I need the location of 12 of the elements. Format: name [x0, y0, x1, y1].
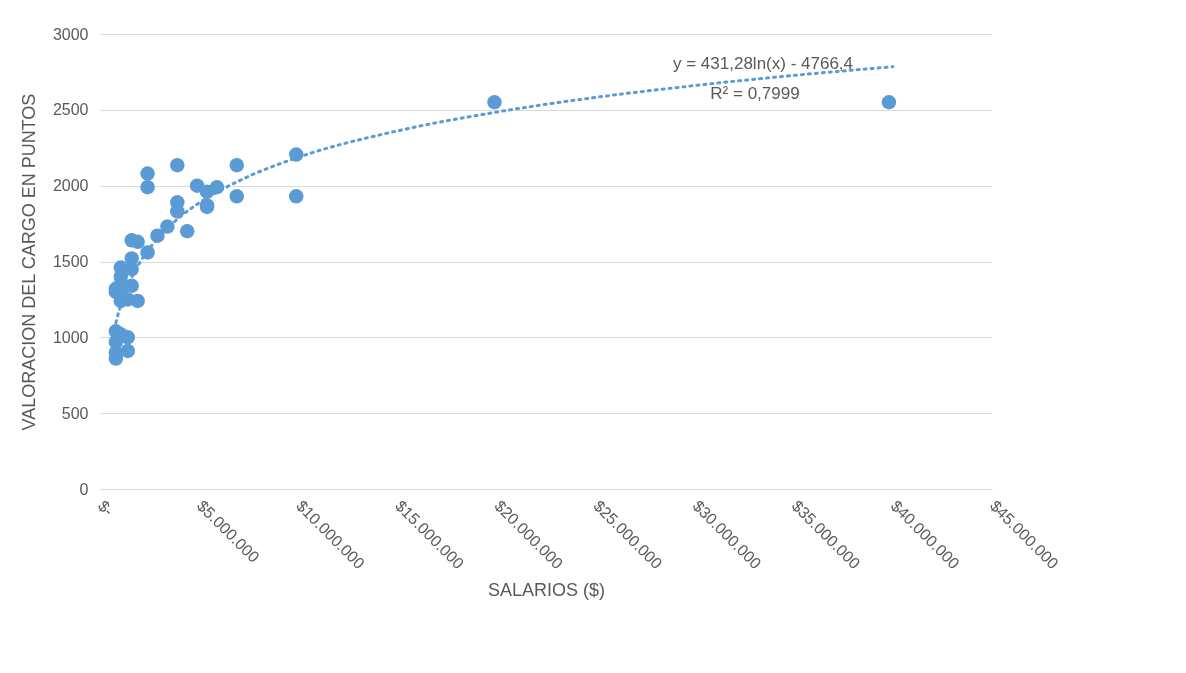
y-tick-label: 2500	[52, 101, 89, 119]
y-tick-label: 1500	[52, 253, 89, 270]
y-tick-label: 500	[61, 404, 89, 422]
y-axis-title: VALORACION DEL CARGO EN PUNTOS	[18, 93, 39, 431]
annotation: R² = 0,7999	[710, 84, 800, 103]
y-tick-label: 0	[79, 480, 89, 498]
annotation: y = 431,28ln(x) - 4766,4	[672, 54, 854, 73]
y-tick-label: 3000	[52, 25, 89, 43]
y-tick-label: 2000	[52, 177, 89, 195]
x-tick-label: $-	[94, 497, 117, 520]
x-axis-title: SALARIOS ($)	[487, 580, 606, 601]
y-tick-label: 1000	[52, 328, 89, 346]
